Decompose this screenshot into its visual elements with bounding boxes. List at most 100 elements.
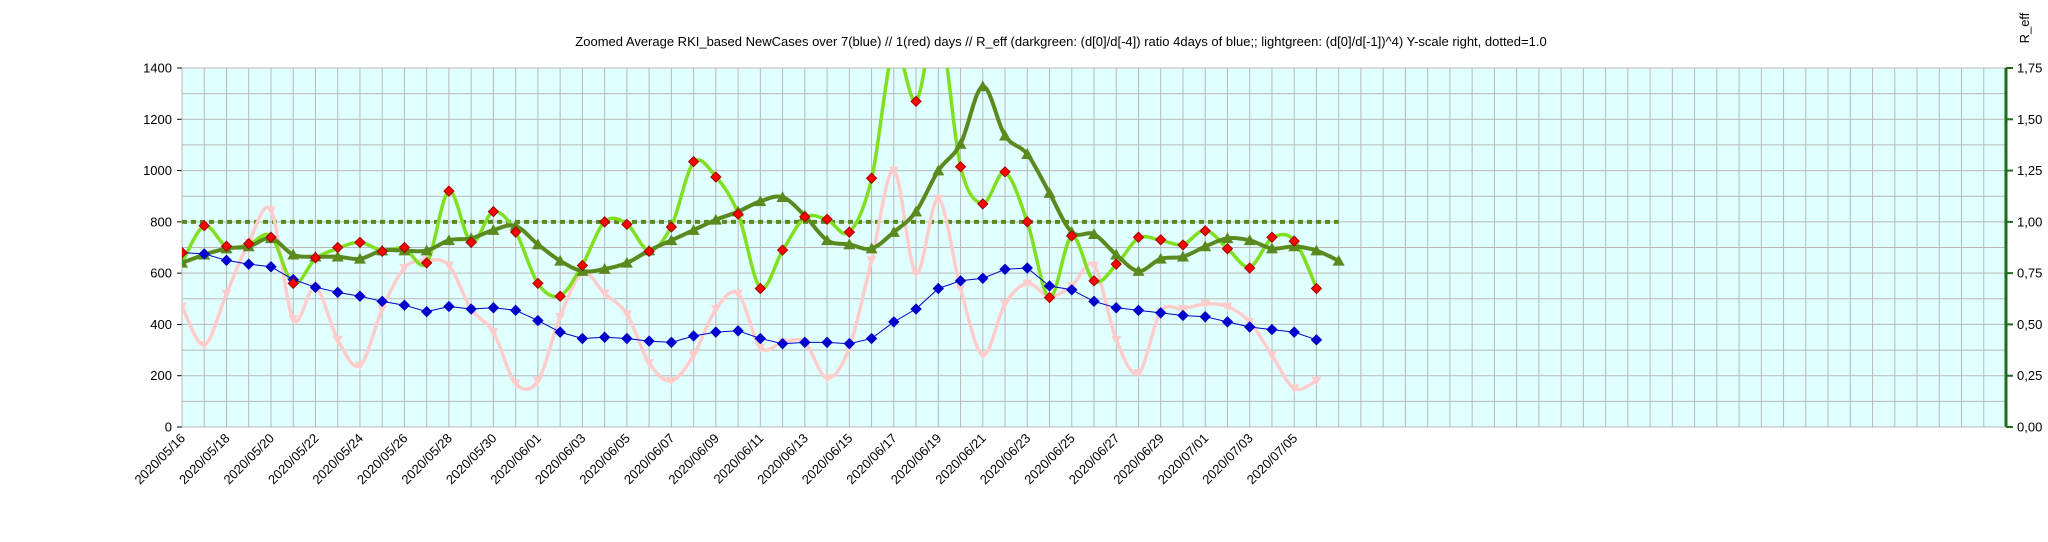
point-pink xyxy=(977,351,988,361)
point-dark_reff xyxy=(353,252,366,264)
point-red1 xyxy=(182,246,188,259)
point-red1 xyxy=(598,216,611,228)
point-blue7 xyxy=(843,337,856,350)
point-blue7 xyxy=(888,316,900,328)
point-pink xyxy=(733,289,744,299)
point-red1 xyxy=(1199,225,1211,237)
point-red1 xyxy=(1155,234,1167,246)
point-red1 xyxy=(265,231,277,243)
point-pink xyxy=(688,351,699,361)
point-dark_reff xyxy=(509,219,522,231)
point-dark_reff xyxy=(910,205,923,217)
point-dark_reff xyxy=(1110,248,1123,260)
right-tick-label: 0,25 xyxy=(2017,368,2042,383)
point-pink xyxy=(288,315,299,325)
point-blue7 xyxy=(1177,309,1189,322)
point-pink xyxy=(1133,369,1144,379)
point-dark_reff xyxy=(1265,242,1278,254)
series-blue7 xyxy=(182,246,1323,350)
point-dark_reff xyxy=(1243,234,1256,246)
point-red1 xyxy=(643,245,655,258)
left-tick-label: 1200 xyxy=(143,112,172,127)
point-pink xyxy=(1311,376,1322,386)
point-blue7 xyxy=(1132,304,1145,317)
point-red1 xyxy=(1021,216,1033,228)
point-pink xyxy=(666,376,677,386)
point-blue7 xyxy=(910,303,922,315)
point-dark_reff xyxy=(865,242,878,254)
point-blue7 xyxy=(621,332,633,345)
series-line-blue7 xyxy=(182,252,1317,345)
point-red1 xyxy=(243,237,255,250)
point-pink xyxy=(221,289,232,299)
point-dark_reff xyxy=(1176,250,1189,262)
point-blue7 xyxy=(1266,323,1278,336)
point-red1 xyxy=(1221,243,1234,255)
point-blue7 xyxy=(1199,311,1211,323)
point-red1 xyxy=(220,240,233,252)
point-pink xyxy=(555,312,566,322)
point-dark_reff xyxy=(1021,148,1034,159)
point-red1 xyxy=(910,95,922,108)
point-red1 xyxy=(865,172,878,184)
point-blue7 xyxy=(954,275,967,287)
right-tick-label: 1,50 xyxy=(2017,112,2042,127)
point-red1 xyxy=(776,244,789,256)
left-tick-label: 1400 xyxy=(143,61,172,76)
point-blue7 xyxy=(354,290,366,302)
point-blue7 xyxy=(420,305,433,318)
point-dark_reff xyxy=(932,164,945,176)
point-dark_reff xyxy=(1043,187,1056,198)
point-dark_reff xyxy=(1221,232,1234,244)
point-blue7 xyxy=(1155,307,1167,319)
point-blue7 xyxy=(999,263,1011,276)
point-red1 xyxy=(554,290,566,302)
point-blue7 xyxy=(710,326,722,338)
point-red1 xyxy=(621,218,633,231)
point-red1 xyxy=(977,198,989,210)
point-pink xyxy=(510,379,521,389)
point-blue7 xyxy=(754,332,767,345)
point-red1 xyxy=(732,208,744,220)
point-blue7 xyxy=(309,281,322,293)
point-red1 xyxy=(376,245,388,258)
point-pink xyxy=(1200,299,1211,309)
point-dark_reff xyxy=(487,224,500,235)
point-dark_reff xyxy=(1199,240,1212,252)
point-red1 xyxy=(354,236,366,249)
point-pink xyxy=(265,206,276,216)
series xyxy=(182,68,1345,394)
point-pink xyxy=(710,305,721,315)
point-blue7 xyxy=(398,299,411,311)
point-red1 xyxy=(1132,231,1145,243)
point-red1 xyxy=(799,211,811,223)
point-red1 xyxy=(1288,235,1300,247)
point-dark_reff xyxy=(665,234,678,246)
point-pink xyxy=(182,302,187,312)
point-pink xyxy=(888,166,899,176)
point-dark_reff xyxy=(843,238,856,250)
right-tick-label: 1,00 xyxy=(2017,214,2042,229)
point-dark_reff xyxy=(1310,244,1323,256)
point-pink xyxy=(399,264,410,274)
point-blue7 xyxy=(821,336,833,349)
point-red1 xyxy=(1043,291,1056,304)
point-dark_reff xyxy=(887,226,900,237)
point-blue7 xyxy=(932,282,944,295)
point-red1 xyxy=(665,221,678,233)
point-red1 xyxy=(1266,231,1278,243)
point-pink xyxy=(1089,261,1099,271)
point-blue7 xyxy=(1066,284,1078,296)
point-red1 xyxy=(398,241,411,254)
point-red1 xyxy=(821,213,833,225)
point-dark_reff xyxy=(420,244,433,256)
point-red1 xyxy=(1088,275,1100,287)
point-dark_reff xyxy=(821,234,834,246)
point-pink xyxy=(199,340,210,350)
point-pink xyxy=(1289,384,1300,394)
point-blue7 xyxy=(687,330,700,342)
point-blue7 xyxy=(220,254,233,267)
point-red1 xyxy=(1110,258,1122,270)
point-dark_reff xyxy=(687,224,700,235)
point-blue7 xyxy=(799,336,811,349)
